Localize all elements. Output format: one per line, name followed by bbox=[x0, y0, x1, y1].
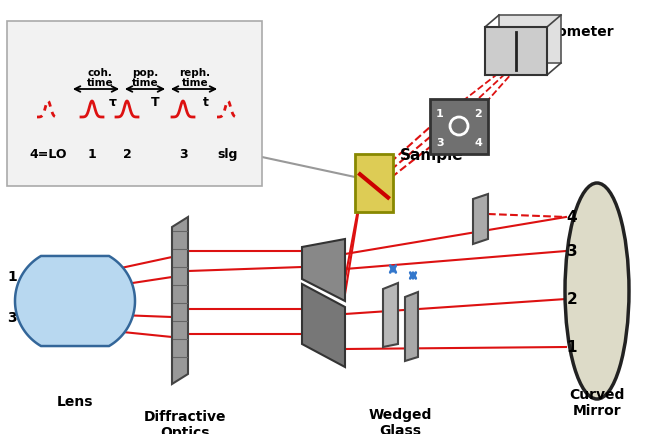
Bar bbox=[355, 155, 393, 213]
Bar bbox=[499, 16, 561, 64]
Text: time: time bbox=[132, 78, 159, 88]
Text: t: t bbox=[203, 96, 209, 109]
Text: 3: 3 bbox=[436, 138, 444, 148]
Text: 4: 4 bbox=[474, 138, 482, 148]
Text: 1 & 2: 1 & 2 bbox=[8, 270, 49, 283]
Text: 4=LO: 4=LO bbox=[29, 148, 67, 161]
Text: Wedged
Glass: Wedged Glass bbox=[369, 407, 432, 434]
Text: 4: 4 bbox=[567, 210, 577, 225]
Ellipse shape bbox=[565, 184, 629, 399]
Polygon shape bbox=[15, 256, 135, 346]
Text: τ: τ bbox=[109, 96, 117, 109]
Bar bbox=[430, 100, 488, 155]
Text: 1: 1 bbox=[567, 340, 577, 355]
Text: Diffractive
Optics: Diffractive Optics bbox=[144, 409, 226, 434]
Text: 3 & 4: 3 & 4 bbox=[8, 310, 49, 324]
Text: 2: 2 bbox=[567, 292, 577, 307]
Text: pop.: pop. bbox=[132, 68, 158, 78]
Bar bbox=[485, 28, 547, 76]
Text: Sample: Sample bbox=[400, 148, 463, 163]
Polygon shape bbox=[302, 284, 345, 367]
Text: Lens: Lens bbox=[57, 394, 93, 408]
Text: 3: 3 bbox=[179, 148, 187, 161]
Polygon shape bbox=[172, 217, 188, 384]
Text: 2: 2 bbox=[123, 148, 131, 161]
Text: 1: 1 bbox=[88, 148, 96, 161]
Text: time: time bbox=[182, 78, 208, 88]
Polygon shape bbox=[302, 240, 345, 301]
Bar bbox=[7, 22, 262, 187]
Polygon shape bbox=[383, 283, 398, 347]
Polygon shape bbox=[405, 293, 418, 361]
Polygon shape bbox=[473, 194, 488, 244]
Text: slg: slg bbox=[218, 148, 238, 161]
Text: 2: 2 bbox=[474, 109, 482, 119]
Text: Curved
Mirror: Curved Mirror bbox=[569, 387, 625, 417]
Text: T: T bbox=[151, 96, 159, 109]
Text: time: time bbox=[86, 78, 113, 88]
Text: Spectrometer: Spectrometer bbox=[506, 25, 614, 39]
Text: coh.: coh. bbox=[88, 68, 112, 78]
Text: reph.: reph. bbox=[179, 68, 211, 78]
Text: 1: 1 bbox=[436, 109, 444, 119]
Text: 3: 3 bbox=[567, 244, 577, 259]
